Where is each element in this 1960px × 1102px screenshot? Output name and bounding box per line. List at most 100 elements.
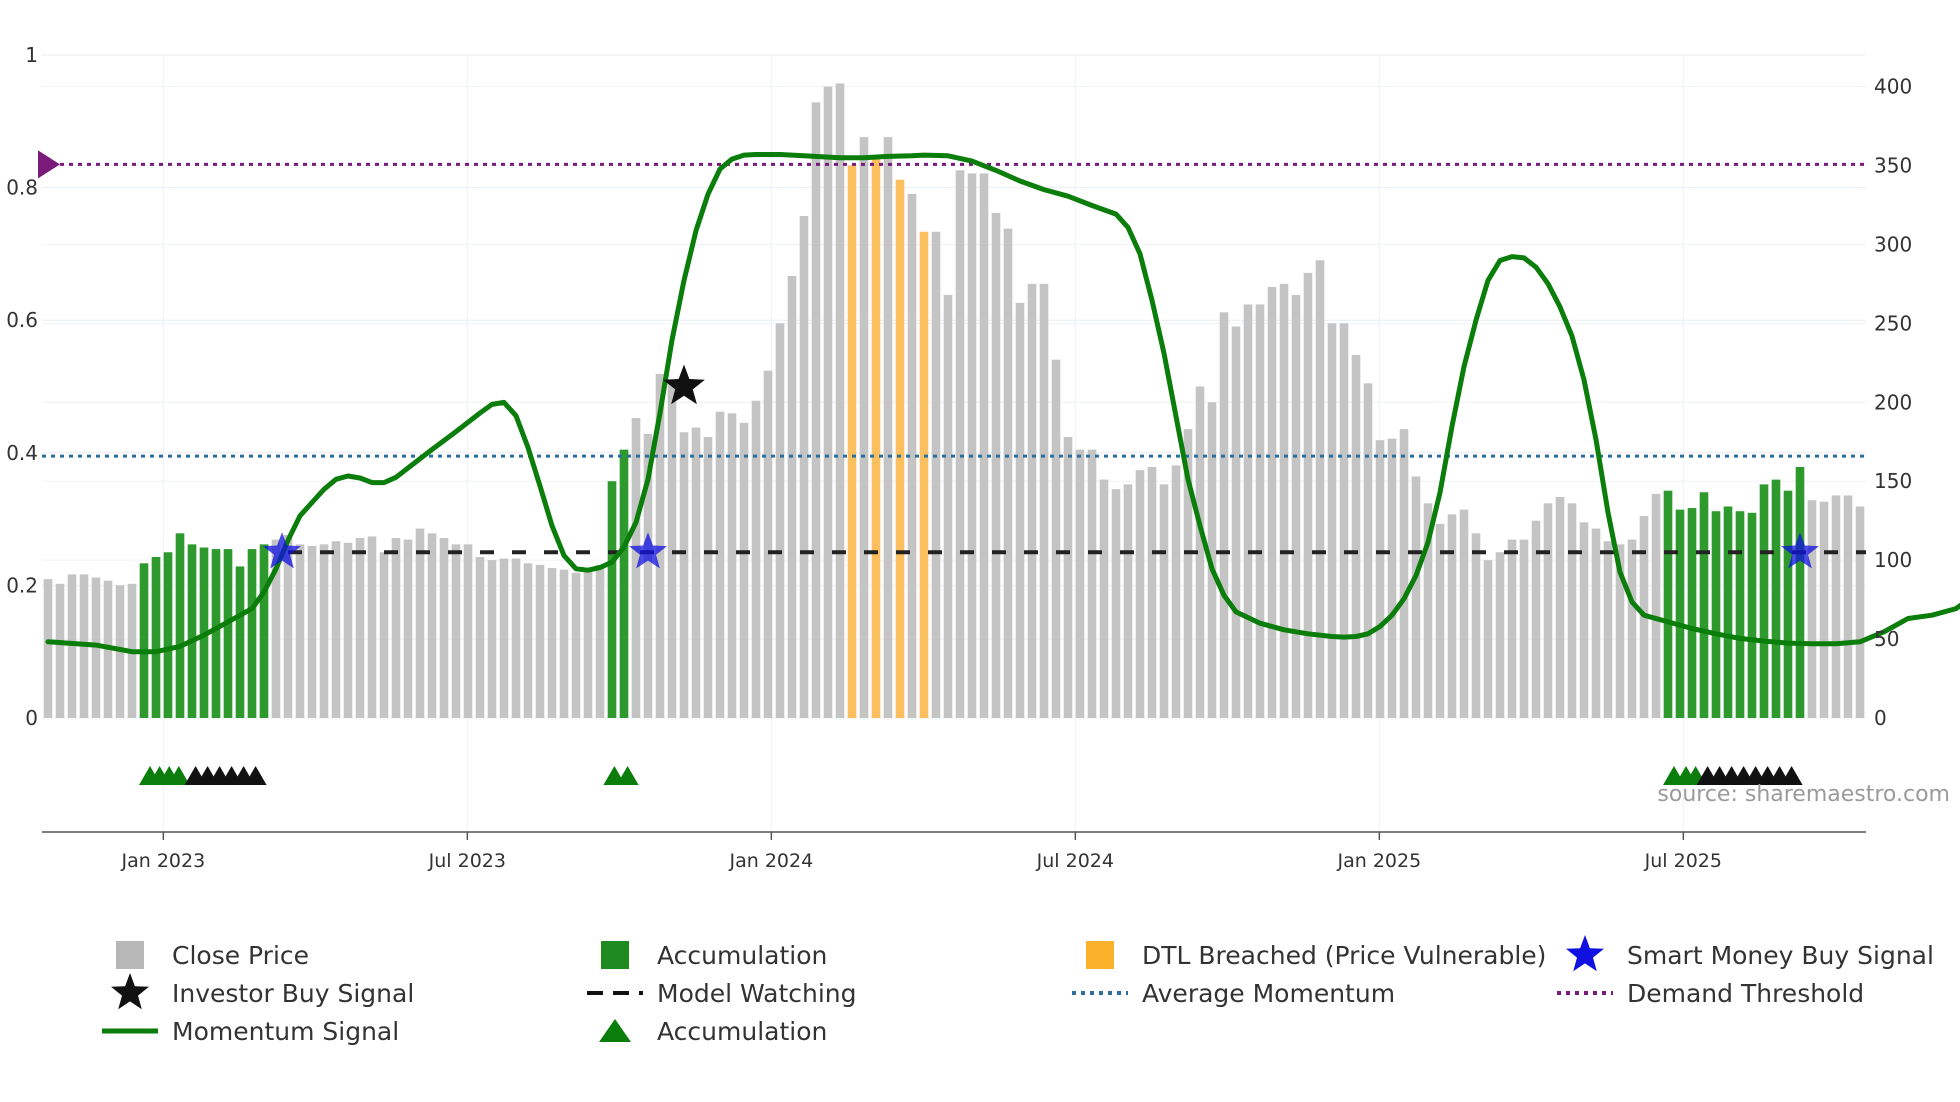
close-price-bar (1423, 503, 1433, 718)
legend-item: Demand Threshold (1557, 979, 1864, 1008)
legend-label: DTL Breached (Price Vulnerable) (1142, 941, 1546, 970)
close-price-bar (463, 544, 473, 718)
close-price-bar (1399, 429, 1409, 718)
close-price-bar (1627, 539, 1637, 718)
close-price-bar (91, 577, 101, 718)
close-price-bar (391, 538, 401, 718)
accumulation-bar (1783, 490, 1793, 718)
legend-square-icon (116, 941, 144, 969)
legend-item: Model Watching (587, 979, 857, 1008)
close-price-bar (1183, 429, 1193, 718)
close-price-bar (691, 427, 701, 718)
close-price-bar (487, 560, 497, 718)
close-price-bar (931, 231, 941, 719)
legend-item: DTL Breached (Price Vulnerable) (1086, 941, 1546, 970)
accumulation-bar (259, 544, 269, 718)
right-tick-label: 300 (1874, 232, 1912, 256)
close-price-bar (583, 571, 593, 718)
close-price-bar (439, 538, 449, 718)
close-price-bar (1843, 495, 1853, 718)
close-price-bar (811, 102, 821, 719)
close-price-bar (1147, 467, 1157, 718)
accumulation-bar (139, 563, 149, 718)
legend-label: Accumulation (657, 1017, 827, 1046)
close-price-bar (1231, 326, 1241, 718)
accumulation-bar (1675, 509, 1685, 718)
right-tick-label: 150 (1874, 469, 1912, 493)
close-price-bar (595, 564, 605, 718)
smart-money-buy-signal-star (1781, 532, 1819, 569)
close-price-bar (499, 558, 509, 718)
close-price-bar (1327, 323, 1337, 718)
x-tick-label: Jul 2023 (428, 850, 506, 872)
close-price-bar (1267, 287, 1277, 718)
close-price-bar (343, 542, 353, 718)
close-price-bar (523, 563, 533, 718)
momentum-series (45, 152, 1960, 655)
legend-item: Investor Buy Signal (111, 973, 414, 1010)
legend-square-icon (601, 941, 629, 969)
legend-label: Momentum Signal (172, 1017, 399, 1046)
close-price-bar (475, 556, 485, 718)
axes: Jan 2023 Jul 2023 Jan 2024 Jul 2024 Jan 2025… (6, 43, 1912, 872)
legend-star-icon (111, 973, 149, 1010)
close-price-bar (751, 400, 761, 718)
legend-square-icon (1086, 941, 1114, 969)
x-tick-label: Jan 2024 (728, 850, 813, 872)
close-price-bar (1855, 506, 1865, 718)
close-price-bar (1279, 283, 1289, 718)
dtl-breached-bar (871, 157, 881, 718)
close-price-bar (1387, 438, 1397, 718)
close-price-bar (1591, 528, 1601, 718)
close-price-bar (451, 544, 461, 718)
close-price-bar (1339, 323, 1349, 718)
close-price-bar (67, 574, 77, 718)
close-price-bar (967, 173, 977, 719)
close-price-bar (1135, 470, 1145, 718)
close-price-bar (883, 137, 893, 719)
accumulation-bar (1687, 508, 1697, 718)
right-tick-label: 200 (1874, 390, 1912, 414)
accumulation-bar (1747, 512, 1757, 718)
accumulation-panel (139, 766, 1803, 785)
close-price-bar (1159, 484, 1169, 718)
accumulation-bar (163, 552, 173, 718)
demand-threshold-marker (38, 150, 60, 179)
x-tick-label: Jan 2023 (120, 850, 205, 872)
close-price-bar (331, 541, 341, 718)
reference-lines (38, 150, 1866, 555)
x-tick-label: Jul 2024 (1036, 850, 1114, 872)
legend-item: Accumulation (599, 1017, 827, 1046)
legend: Close Price Accumulation DTL Breached (Pri… (102, 935, 1934, 1046)
legend-label: Smart Money Buy Signal (1627, 941, 1934, 970)
close-price-bar (1819, 501, 1829, 718)
close-price-bar (355, 538, 365, 718)
accumulation-bar (1735, 511, 1745, 718)
close-price-bar (403, 539, 413, 718)
close-price-bar (379, 552, 389, 718)
source-text: source: sharemaestro.com (1657, 782, 1950, 807)
accumulation-triangle (1780, 766, 1803, 785)
right-tick-label: 350 (1874, 154, 1912, 178)
close-price-bar (1807, 500, 1817, 718)
close-price-bar (823, 86, 833, 719)
close-price-bar (667, 381, 677, 718)
close-price-bar (643, 433, 653, 718)
close-price-bar (1459, 509, 1469, 718)
close-price-bar (727, 413, 737, 718)
close-price-bar (1543, 503, 1553, 718)
right-tick-label: 400 (1874, 75, 1912, 99)
legend-star-icon (1566, 935, 1604, 972)
close-price-bar (319, 544, 329, 718)
close-price-bar (1375, 440, 1385, 718)
close-price-bar (1831, 495, 1841, 718)
close-price-bar (859, 137, 869, 719)
price-bars (43, 83, 1865, 719)
accumulation-bar (223, 549, 233, 718)
legend-label: Model Watching (657, 979, 857, 1008)
close-price-bar (763, 370, 773, 718)
right-tick-label: 250 (1874, 311, 1912, 335)
close-price-bar (739, 422, 749, 718)
close-price-bar (547, 568, 557, 718)
